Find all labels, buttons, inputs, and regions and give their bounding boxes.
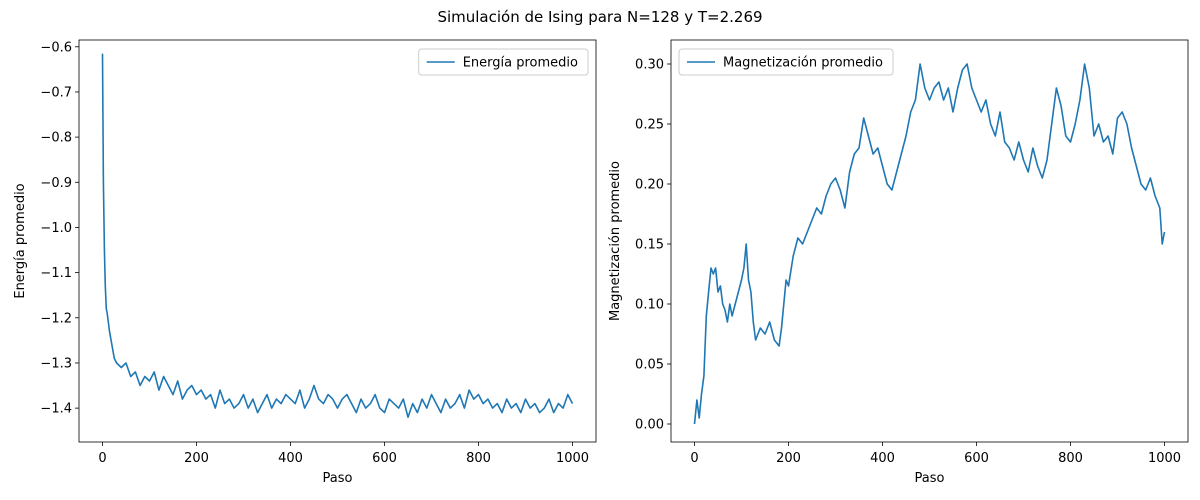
y-tick-label: −0.7 <box>40 85 72 100</box>
y-tick-label: −1.4 <box>40 402 72 417</box>
y-tick-label: 0.15 <box>635 238 664 253</box>
x-tick-label: 1000 <box>556 451 589 466</box>
y-tick-label: −1.2 <box>40 311 72 326</box>
x-axis-label: Paso <box>915 471 945 486</box>
y-tick-label: −1.1 <box>40 266 72 281</box>
y-tick-label: 0.05 <box>635 358 664 373</box>
y-axis-label: Energía promedio <box>13 183 28 298</box>
y-tick-label: −0.9 <box>40 176 72 191</box>
series-line-0 <box>693 63 1166 425</box>
x-tick-label: 400 <box>278 451 303 466</box>
legend-box <box>418 48 589 76</box>
x-tick-label: 800 <box>466 451 491 466</box>
y-tick-label: −0.8 <box>40 131 72 146</box>
y-tick-label: −1.0 <box>40 221 72 236</box>
x-tick-label: 200 <box>184 451 209 466</box>
energy-chart: 0 200 400 600 800 1000 −1.4 −1.3 −1.2 −1.1 −1.0 −0.… <box>13 39 597 486</box>
x-tick-label: 1000 <box>1148 451 1181 466</box>
y-axis-label: Magnetización promedio <box>608 161 623 321</box>
legend-box <box>678 48 894 76</box>
axes-frame <box>78 39 597 443</box>
series-line-0 <box>101 53 574 418</box>
y-tick-label: −1.3 <box>40 356 72 371</box>
x-axis-label: Paso <box>323 471 353 486</box>
figure-suptitle: Simulación de Ising para N=128 y T=2.269 <box>437 8 762 26</box>
x-tick-label: 400 <box>870 451 895 466</box>
legend-label: Energía promedio <box>463 56 578 71</box>
x-tick-label: 0 <box>690 451 698 466</box>
y-tick-label: 0.30 <box>635 58 664 73</box>
x-tick-label: 200 <box>776 451 801 466</box>
y-tick-label: 0.10 <box>635 298 664 313</box>
axes-frame <box>670 39 1189 443</box>
y-tick-label: 0.00 <box>635 418 664 433</box>
legend: Energía promedio <box>418 48 589 76</box>
x-tick-label: 600 <box>372 451 397 466</box>
legend: Magnetización promedio <box>678 48 894 76</box>
y-tick-label: −0.6 <box>40 40 72 55</box>
legend-label: Magnetización promedio <box>723 56 883 71</box>
x-tick-label: 0 <box>98 451 106 466</box>
magnetization-chart: 0 200 400 600 800 1000 0.00 0.05 0.10 0.15 0.20 0.2… <box>608 39 1189 486</box>
x-tick-label: 800 <box>1058 451 1083 466</box>
y-tick-label: 0.20 <box>635 178 664 193</box>
y-tick-label: 0.25 <box>635 118 664 133</box>
x-tick-label: 600 <box>964 451 989 466</box>
